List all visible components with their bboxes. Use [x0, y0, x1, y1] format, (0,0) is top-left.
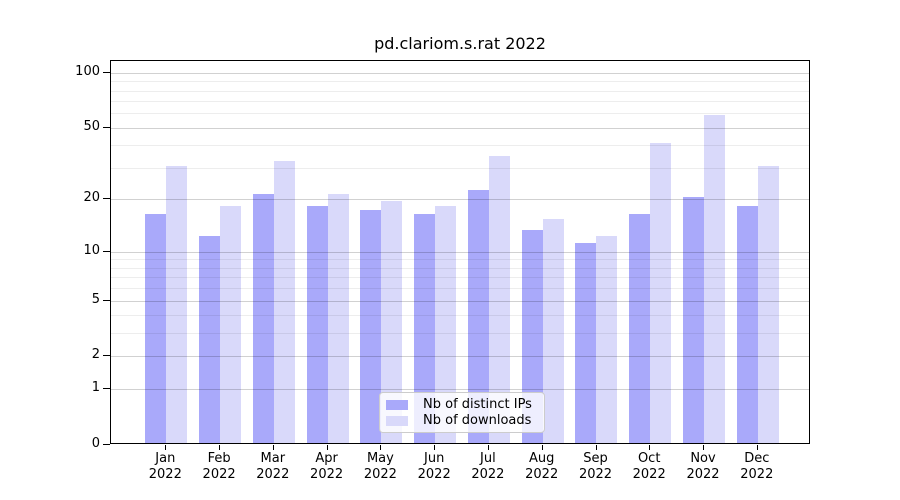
- bar-distinct-ips: [306, 205, 328, 443]
- bar-downloads: [488, 156, 510, 443]
- bar-distinct-ips: [199, 236, 221, 443]
- x-tick-mark: [219, 445, 221, 450]
- x-tick-mark: [703, 445, 704, 450]
- x-tick-mark: [326, 445, 328, 450]
- gridline-minor: [111, 259, 809, 261]
- y-tick-mark: [103, 250, 110, 252]
- x-tick-label: Mar 2022: [256, 451, 290, 482]
- gridline-minor: [111, 101, 809, 103]
- gridline-major: [111, 389, 809, 391]
- y-tick-mark: [103, 126, 110, 128]
- gridline-minor: [111, 315, 809, 317]
- gridline-minor: [111, 113, 809, 115]
- gridline-major: [111, 251, 809, 253]
- x-tick-mark: [272, 445, 274, 450]
- legend-label-distinct-ips: Nb of distinct IPs: [423, 397, 532, 412]
- x-tick-mark: [756, 445, 758, 450]
- bar-distinct-ips: [629, 214, 651, 443]
- bar-distinct-ips: [414, 214, 436, 443]
- bar-distinct-ips: [683, 197, 704, 443]
- gridline-minor: [111, 90, 809, 92]
- gridline-major: [111, 300, 809, 302]
- legend-item-distinct-ips: Nb of distinct IPs: [386, 397, 538, 412]
- bar-downloads: [650, 143, 672, 443]
- x-tick-label: Sep 2022: [578, 451, 613, 482]
- gridline-major: [111, 199, 809, 201]
- gridline-minor: [111, 145, 809, 147]
- x-tick-label: Aug 2022: [525, 451, 559, 482]
- bar-downloads: [273, 160, 295, 443]
- y-tick-label: 1: [91, 380, 100, 396]
- bar-downloads: [327, 193, 349, 443]
- gridline-minor: [111, 267, 809, 269]
- bar-distinct-ips: [521, 230, 543, 443]
- bar-distinct-ips: [467, 190, 489, 443]
- bar-distinct-ips: [575, 242, 597, 443]
- bar-downloads: [596, 236, 618, 443]
- gridline-major: [111, 127, 809, 129]
- bar-downloads: [704, 115, 725, 443]
- bar-distinct-ips: [252, 193, 274, 443]
- y-tick-label: 10: [83, 242, 100, 258]
- x-tick-label: May 2022: [363, 451, 397, 482]
- x-tick-mark: [487, 445, 489, 450]
- x-tick-label: Feb 2022: [202, 451, 236, 482]
- y-tick-label: 50: [83, 118, 100, 134]
- bar-distinct-ips: [145, 214, 167, 443]
- y-tick-mark: [103, 299, 110, 301]
- y-tick-label: 2: [91, 347, 100, 363]
- gridline-minor: [111, 288, 809, 289]
- bar-downloads: [435, 205, 457, 443]
- legend-swatch-distinct-ips: [386, 399, 408, 410]
- x-tick-mark: [595, 445, 597, 450]
- bar-downloads: [542, 219, 564, 443]
- y-tick-label: 20: [83, 190, 100, 206]
- y-tick-mark: [103, 71, 110, 73]
- x-tick-mark: [434, 445, 436, 450]
- x-tick-label: Jan 2022: [148, 451, 182, 482]
- bar-downloads: [220, 205, 242, 443]
- gridline-major: [111, 356, 809, 358]
- gridline-major: [111, 72, 809, 74]
- gridline-minor: [111, 81, 809, 83]
- x-tick-label: Oct 2022: [632, 451, 666, 482]
- y-tick-mark: [103, 388, 110, 390]
- gridline-minor: [111, 333, 809, 335]
- gridline-minor: [111, 168, 809, 169]
- legend: Nb of distinct IPs Nb of downloads: [379, 392, 545, 433]
- legend-swatch-downloads: [386, 415, 408, 426]
- legend-item-downloads: Nb of downloads: [386, 413, 538, 428]
- bar-downloads: [166, 166, 188, 443]
- x-tick-label: Dec 2022: [740, 451, 774, 482]
- x-tick-label: Jul 2022: [471, 451, 505, 482]
- y-tick-label: 100: [75, 63, 100, 79]
- x-tick-mark: [649, 445, 651, 450]
- y-tick-label: 5: [91, 291, 100, 307]
- x-tick-mark: [380, 445, 382, 450]
- x-tick-mark: [541, 445, 543, 450]
- gridline-minor: [111, 277, 809, 279]
- y-tick-mark: [103, 198, 110, 200]
- bar-downloads: [757, 166, 779, 443]
- y-tick-label: 0: [91, 436, 100, 451]
- bar-downloads: [381, 201, 403, 443]
- x-tick-label: Nov 2022: [686, 451, 720, 482]
- bar-distinct-ips: [736, 205, 758, 443]
- x-tick-label: Jun 2022: [417, 451, 451, 482]
- legend-label-downloads: Nb of downloads: [423, 413, 532, 428]
- chart-title: pd.clariom.s.rat 2022: [374, 34, 546, 53]
- y-tick-mark: [103, 355, 110, 357]
- y-tick-mark: [103, 444, 110, 445]
- x-tick-label: Apr 2022: [310, 451, 344, 482]
- x-tick-mark: [165, 445, 167, 450]
- plot-area: [110, 60, 810, 444]
- bar-distinct-ips: [360, 209, 382, 443]
